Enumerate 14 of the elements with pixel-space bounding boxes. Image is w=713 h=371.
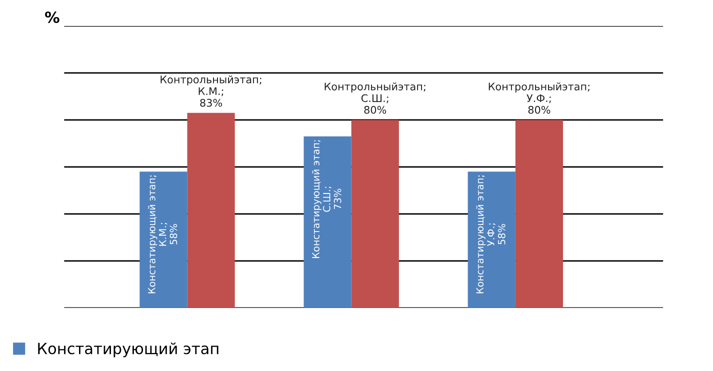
bar xyxy=(304,136,352,308)
data-label: Констатирующий этап; У.Ф.; 58% xyxy=(476,176,506,294)
bar xyxy=(468,172,516,308)
data-label: Контрольныйэтап; С.Ш.; 80% xyxy=(324,82,426,114)
bar xyxy=(140,172,188,308)
y-axis-title: % xyxy=(45,11,60,24)
data-label: Контрольныйэтап; К.М.; 83% xyxy=(160,75,262,107)
bar xyxy=(351,120,399,308)
data-label: Констатирующий этап; С.Ш.; 73% xyxy=(312,140,342,258)
bar xyxy=(515,120,563,308)
legend-label: Констатирующий этап xyxy=(38,342,218,358)
bar xyxy=(187,112,235,308)
data-label: Контрольныйэтап; У.Ф.; 80% xyxy=(488,82,590,114)
data-label: Констатирующий этап; К.М.; 58% xyxy=(148,176,178,294)
